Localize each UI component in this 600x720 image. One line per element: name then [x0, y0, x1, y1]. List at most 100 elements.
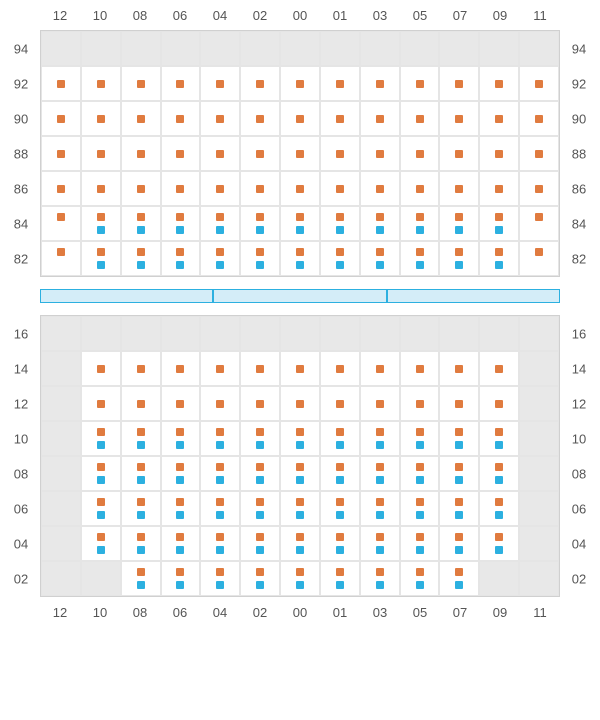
grid-cell[interactable]: [320, 561, 360, 596]
grid-cell[interactable]: [121, 241, 161, 276]
orange-marker[interactable]: [97, 80, 105, 88]
grid-cell[interactable]: [479, 491, 519, 526]
orange-marker[interactable]: [416, 400, 424, 408]
orange-marker[interactable]: [216, 568, 224, 576]
grid-cell[interactable]: [200, 491, 240, 526]
grid-cell[interactable]: [200, 101, 240, 136]
grid-cell[interactable]: [121, 526, 161, 561]
orange-marker[interactable]: [495, 428, 503, 436]
orange-marker[interactable]: [97, 115, 105, 123]
blue-marker[interactable]: [256, 226, 264, 234]
blue-marker[interactable]: [216, 581, 224, 589]
orange-marker[interactable]: [336, 365, 344, 373]
orange-marker[interactable]: [376, 150, 384, 158]
blue-marker[interactable]: [376, 511, 384, 519]
orange-marker[interactable]: [176, 365, 184, 373]
blue-marker[interactable]: [296, 581, 304, 589]
grid-cell[interactable]: [400, 561, 440, 596]
orange-marker[interactable]: [416, 463, 424, 471]
grid-cell[interactable]: [519, 66, 559, 101]
orange-marker[interactable]: [535, 185, 543, 193]
grid-cell[interactable]: [161, 101, 201, 136]
grid-cell[interactable]: [320, 386, 360, 421]
orange-marker[interactable]: [176, 463, 184, 471]
grid-cell[interactable]: [121, 171, 161, 206]
orange-marker[interactable]: [455, 213, 463, 221]
grid-cell[interactable]: [240, 351, 280, 386]
grid-cell[interactable]: [200, 526, 240, 561]
grid-cell[interactable]: [200, 206, 240, 241]
grid-cell[interactable]: [81, 491, 121, 526]
grid-cell[interactable]: [240, 526, 280, 561]
orange-marker[interactable]: [97, 150, 105, 158]
grid-cell[interactable]: [400, 241, 440, 276]
blue-marker[interactable]: [176, 441, 184, 449]
blue-marker[interactable]: [495, 261, 503, 269]
orange-marker[interactable]: [455, 533, 463, 541]
grid-cell[interactable]: [161, 171, 201, 206]
grid-cell[interactable]: [519, 101, 559, 136]
orange-marker[interactable]: [216, 533, 224, 541]
orange-marker[interactable]: [137, 150, 145, 158]
blue-marker[interactable]: [416, 581, 424, 589]
grid-cell[interactable]: [200, 136, 240, 171]
grid-cell[interactable]: [200, 421, 240, 456]
orange-marker[interactable]: [336, 568, 344, 576]
orange-marker[interactable]: [495, 533, 503, 541]
orange-marker[interactable]: [216, 498, 224, 506]
grid-cell[interactable]: [280, 491, 320, 526]
grid-cell[interactable]: [400, 456, 440, 491]
orange-marker[interactable]: [296, 150, 304, 158]
orange-marker[interactable]: [416, 213, 424, 221]
orange-marker[interactable]: [97, 498, 105, 506]
orange-marker[interactable]: [256, 498, 264, 506]
orange-marker[interactable]: [376, 463, 384, 471]
blue-marker[interactable]: [97, 261, 105, 269]
orange-marker[interactable]: [455, 150, 463, 158]
grid-cell[interactable]: [400, 351, 440, 386]
grid-cell[interactable]: [81, 136, 121, 171]
orange-marker[interactable]: [455, 463, 463, 471]
orange-marker[interactable]: [416, 115, 424, 123]
grid-cell[interactable]: [320, 66, 360, 101]
orange-marker[interactable]: [176, 213, 184, 221]
orange-marker[interactable]: [296, 80, 304, 88]
orange-marker[interactable]: [176, 400, 184, 408]
blue-marker[interactable]: [137, 261, 145, 269]
orange-marker[interactable]: [535, 80, 543, 88]
orange-marker[interactable]: [416, 568, 424, 576]
orange-marker[interactable]: [455, 185, 463, 193]
orange-marker[interactable]: [137, 533, 145, 541]
orange-marker[interactable]: [57, 248, 65, 256]
orange-marker[interactable]: [137, 115, 145, 123]
orange-marker[interactable]: [176, 185, 184, 193]
orange-marker[interactable]: [296, 568, 304, 576]
grid-cell[interactable]: [240, 386, 280, 421]
blue-marker[interactable]: [336, 476, 344, 484]
blue-marker[interactable]: [495, 441, 503, 449]
grid-cell[interactable]: [280, 241, 320, 276]
orange-marker[interactable]: [495, 185, 503, 193]
grid-cell[interactable]: [81, 171, 121, 206]
grid-cell[interactable]: [360, 206, 400, 241]
blue-marker[interactable]: [416, 476, 424, 484]
grid-cell[interactable]: [479, 101, 519, 136]
grid-cell[interactable]: [519, 171, 559, 206]
blue-marker[interactable]: [296, 511, 304, 519]
orange-marker[interactable]: [176, 150, 184, 158]
grid-cell[interactable]: [81, 456, 121, 491]
orange-marker[interactable]: [376, 115, 384, 123]
orange-marker[interactable]: [416, 150, 424, 158]
grid-cell[interactable]: [200, 171, 240, 206]
grid-cell[interactable]: [320, 526, 360, 561]
orange-marker[interactable]: [296, 213, 304, 221]
orange-marker[interactable]: [416, 533, 424, 541]
orange-marker[interactable]: [336, 115, 344, 123]
orange-marker[interactable]: [455, 428, 463, 436]
blue-marker[interactable]: [176, 581, 184, 589]
orange-marker[interactable]: [256, 185, 264, 193]
blue-marker[interactable]: [376, 261, 384, 269]
orange-marker[interactable]: [495, 463, 503, 471]
orange-marker[interactable]: [376, 213, 384, 221]
grid-cell[interactable]: [439, 101, 479, 136]
